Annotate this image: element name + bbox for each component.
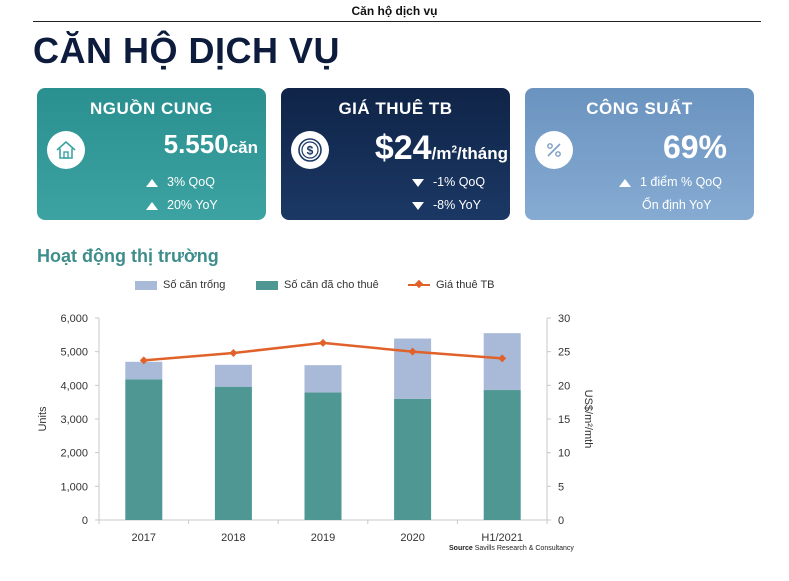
rent-yoy: -8% YoY bbox=[412, 198, 481, 212]
legend-label-rent: Giá thuê TB bbox=[436, 279, 495, 291]
x-tick-label: 2017 bbox=[132, 532, 156, 544]
supply-card-title: NGUỒN CUNG bbox=[89, 99, 214, 118]
rent-point bbox=[229, 349, 238, 358]
y2-tick-label: 0 bbox=[558, 515, 564, 527]
y-tick-label: 4,000 bbox=[60, 380, 88, 392]
y2-tick-label: 30 bbox=[558, 313, 570, 325]
rent-point bbox=[139, 356, 148, 365]
chart-legend: Số căn trống Số căn đã cho thuê Giá thuê… bbox=[0, 279, 789, 293]
rent-card-title: GIÁ THUÊ TB bbox=[338, 99, 453, 118]
y-tick-label: 5,000 bbox=[60, 347, 88, 359]
bar-leased bbox=[483, 390, 521, 520]
y-tick-label: 1,000 bbox=[60, 481, 88, 493]
y2-tick-label: 10 bbox=[558, 448, 570, 460]
supply-value: 5.550căn bbox=[163, 129, 258, 159]
bar-leased bbox=[394, 398, 432, 520]
header-title: Căn hộ dịch vụ bbox=[351, 4, 438, 18]
occupancy-qoq: 1 điểm % QoQ bbox=[619, 175, 722, 189]
rent-value: $24/m2/tháng bbox=[374, 129, 508, 167]
supply-qoq: 3% QoQ bbox=[146, 175, 215, 189]
y-axis-title: Units bbox=[37, 406, 49, 432]
x-tick-label: 2020 bbox=[400, 532, 424, 544]
occupancy-card-title: CÔNG SUẤT bbox=[586, 99, 693, 118]
x-tick-label: 2018 bbox=[221, 532, 245, 544]
header-bar: Căn hộ dịch vụ bbox=[0, 0, 789, 26]
y2-tick-label: 15 bbox=[558, 414, 570, 426]
rent-card: GIÁ THUÊ TB $ $24/m2/tháng -1% QoQ -8% Y… bbox=[281, 88, 510, 220]
legend-label-vacant: Số căn trống bbox=[163, 279, 226, 291]
y2-axis-title: US$/m²/mth bbox=[582, 390, 594, 449]
bar-vacant bbox=[394, 338, 432, 399]
source-note: Source Savills Research & Consultancy bbox=[449, 545, 574, 552]
bar-vacant bbox=[125, 361, 163, 380]
legend-item-rent: Giá thuê TB bbox=[408, 279, 495, 291]
y2-tick-label: 20 bbox=[558, 380, 570, 392]
x-tick-label: 2019 bbox=[311, 532, 335, 544]
rent-point bbox=[319, 338, 327, 347]
bar-vacant bbox=[214, 364, 252, 387]
y-tick-label: 0 bbox=[82, 515, 88, 527]
svg-text:$: $ bbox=[307, 144, 314, 158]
supply-yoy: 20% YoY bbox=[146, 198, 218, 212]
arrow-down-icon bbox=[412, 178, 424, 187]
legend-swatch-vacant bbox=[135, 280, 157, 290]
legend-item-leased: Số căn đã cho thuê bbox=[256, 279, 379, 291]
bar-leased bbox=[304, 392, 342, 520]
header-divider bbox=[33, 21, 761, 22]
market-activity-chart: 01,0002,0003,0004,0005,0006,000051015202… bbox=[37, 313, 594, 544]
rent-point bbox=[498, 354, 507, 363]
dollar-coin-icon: $ bbox=[291, 131, 329, 169]
page-title: CĂN HỘ DỊCH VỤ bbox=[33, 30, 341, 71]
occupancy-yoy: Ổn định YoY bbox=[642, 198, 712, 212]
occupancy-card: CÔNG SUẤT 69% 1 điểm % QoQ Ổn định YoY bbox=[525, 88, 754, 220]
bar-vacant bbox=[304, 365, 342, 393]
legend-line-rent bbox=[408, 280, 430, 290]
percent-icon bbox=[535, 131, 573, 169]
y-tick-label: 6,000 bbox=[60, 313, 88, 325]
legend-label-leased: Số căn đã cho thuê bbox=[284, 279, 379, 291]
y2-tick-label: 25 bbox=[558, 347, 570, 359]
x-tick-label: H1/2021 bbox=[481, 532, 523, 544]
house-icon bbox=[47, 131, 85, 169]
y2-tick-label: 5 bbox=[558, 481, 564, 493]
bar-leased bbox=[125, 379, 163, 520]
rent-point bbox=[408, 347, 417, 356]
y-tick-label: 2,000 bbox=[60, 448, 88, 460]
section-title: Hoạt động thị trường bbox=[37, 246, 219, 266]
legend-swatch-leased bbox=[256, 280, 278, 290]
arrow-down-icon bbox=[412, 201, 424, 210]
arrow-up-icon bbox=[146, 178, 158, 187]
supply-card: NGUỒN CUNG 5.550căn 3% QoQ 20% YoY bbox=[37, 88, 266, 220]
arrow-up-icon bbox=[619, 178, 631, 187]
bar-leased bbox=[214, 386, 252, 520]
legend-item-vacant: Số căn trống bbox=[135, 279, 225, 291]
y-tick-label: 3,000 bbox=[60, 414, 88, 426]
rent-qoq: -1% QoQ bbox=[412, 175, 485, 189]
occupancy-value: 69% bbox=[662, 129, 727, 165]
arrow-up-icon bbox=[146, 201, 158, 210]
